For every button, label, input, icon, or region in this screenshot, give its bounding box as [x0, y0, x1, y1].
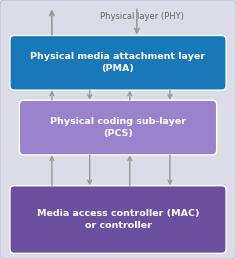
Text: Physical coding sub-layer
(PCS): Physical coding sub-layer (PCS): [50, 117, 186, 138]
FancyBboxPatch shape: [10, 35, 226, 90]
Text: Physical media attachment layer
(PMA): Physical media attachment layer (PMA): [30, 52, 206, 73]
FancyBboxPatch shape: [19, 100, 217, 155]
Text: Media access controller (MAC)
or controller: Media access controller (MAC) or control…: [37, 209, 199, 230]
Text: Physical layer (PHY): Physical layer (PHY): [100, 12, 184, 21]
FancyBboxPatch shape: [10, 186, 226, 253]
